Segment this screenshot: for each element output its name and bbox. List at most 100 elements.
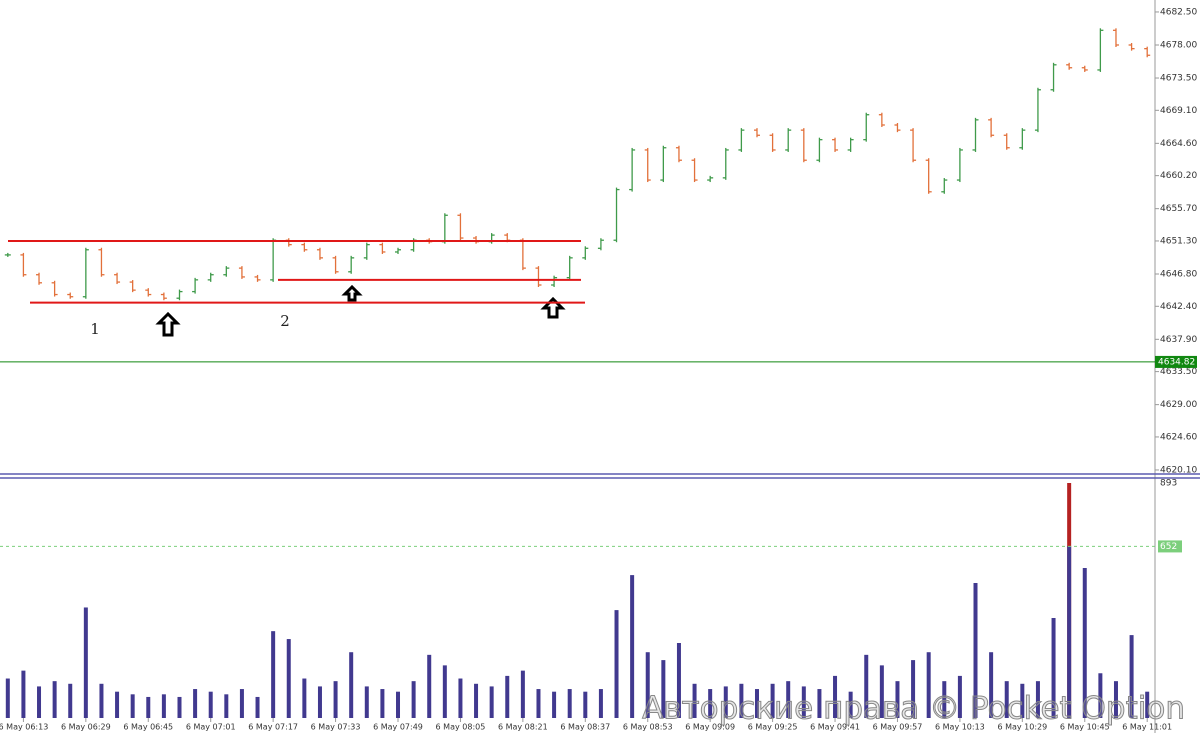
price-bar [1112,28,1119,47]
price-bar [1066,62,1073,70]
price-bar [722,147,729,180]
price-bar [1144,46,1151,58]
x-tick-label: 6 May 09:41 [810,723,860,732]
volume-bar [598,689,603,718]
price-bar [675,145,682,163]
y-tick-label: 4624.60 [1160,432,1197,442]
price-bar [441,213,448,244]
price-bar [894,122,901,133]
current-price-box [1155,355,1197,368]
volume-bar [833,675,838,718]
y-tick-label: 4646.80 [1160,269,1197,279]
price-bar [285,238,292,247]
y-tick-label: 4629.00 [1160,400,1197,410]
y-tick-label: 4682.50 [1160,7,1197,17]
price-bar [847,137,854,152]
volume-bar [1020,683,1025,718]
price-bar [176,289,183,301]
volume-bar [52,681,57,718]
arrow-up [341,284,363,302]
x-tick-label: 6 May 07:49 [373,723,423,732]
price-bar [753,128,760,138]
price-bar [488,233,495,244]
level-label: 652 [1160,542,1177,552]
volume-bar [146,696,151,718]
volume-bar [536,689,541,718]
price-bar [223,266,230,277]
volume-bar [957,675,962,718]
current-price-label: 4634.82 [1158,357,1195,367]
price-bar [1050,62,1057,92]
volume-bar [177,696,182,718]
volume-bar [895,681,900,718]
price-bar [816,137,823,163]
volume-bar [692,683,697,718]
volume-bar [224,694,229,718]
volume-bar [302,678,307,718]
price-bar [832,137,839,152]
price-bar [1003,133,1010,150]
price-bar [910,128,917,163]
volume-bar [333,681,338,718]
price-bar [98,247,105,277]
annotation: 1 [90,320,100,338]
y-tick-label: 4642.40 [1160,302,1197,312]
volume-bar [489,686,494,718]
volume-bar [317,686,322,718]
x-tick-label: 6 May 07:01 [186,723,236,732]
price-bar [597,238,604,251]
price-bar [1128,42,1135,51]
volume-bar [848,691,853,718]
volume-bar [583,691,588,718]
price-bar [878,112,885,127]
y-tick-label: 4664.60 [1160,139,1197,149]
x-tick-label: 6 May 09:57 [873,723,923,732]
x-tick-label: 6 May 10:29 [997,723,1047,732]
volume-bar [723,686,728,718]
volume-bar [37,686,42,718]
annotation: 2 [280,312,290,330]
y-tick-label: 4673.50 [1160,74,1197,84]
volume-bar [411,681,416,718]
volume-bar [754,689,759,718]
volume-bar [5,678,10,718]
price-bar [785,128,792,152]
volume-bar-lower [1067,546,1072,718]
x-tick-label: 6 May 11:01 [1122,723,1172,732]
y-tick-label: 4678.00 [1160,40,1197,50]
price-bar [238,266,245,279]
price-bar [129,280,136,293]
volume-bar [83,607,88,718]
price-bar [332,255,339,274]
volume-bar [739,683,744,718]
y-tick-label: 893 [1160,479,1177,489]
price-bar [114,272,121,285]
x-tick-label: 6 May 09:09 [685,723,735,732]
price-bar [769,133,776,152]
x-tick-label: 6 May 08:37 [560,723,610,732]
price-bar [36,272,43,285]
price-bar [51,280,58,297]
price-bar [379,242,386,254]
volume-bar [926,652,931,718]
price-bar [519,238,526,271]
volume-bar [474,683,479,718]
x-tick-label: 6 May 09:25 [748,723,798,732]
y-tick-label: 4633.50 [1160,367,1197,377]
volume-bar [1082,568,1087,718]
x-tick-label: 6 May 10:45 [1060,723,1110,732]
volume-bar [255,696,260,718]
x-tick-label: 6 May 10:13 [935,723,985,732]
volume-bar [989,652,994,718]
price-bar [301,242,308,252]
volume-bar [380,689,385,718]
volume-bar [614,610,619,718]
volume-bar [1098,673,1103,718]
price-bar [473,236,480,244]
price-bar [20,252,27,277]
y-tick-label: 4620.10 [1160,465,1197,475]
volume-bar [68,683,73,718]
volume-bar [661,660,666,718]
volume-bar [676,643,681,718]
